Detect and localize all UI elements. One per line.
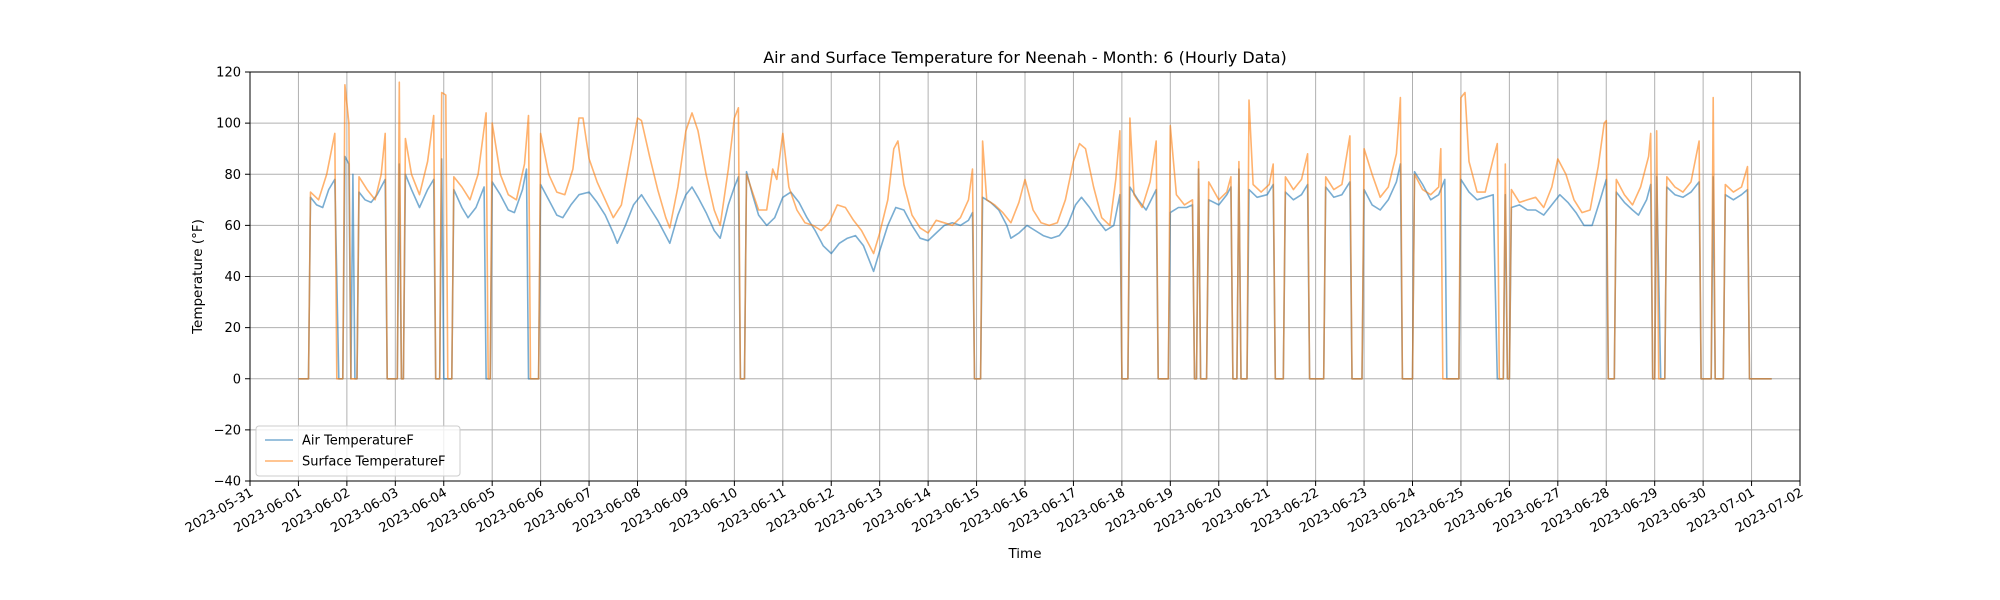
x-axis-label: Time	[1007, 546, 1041, 562]
y-tick-label: 120	[216, 66, 241, 81]
legend: Air TemperatureF Surface TemperatureF	[255, 425, 461, 477]
y-tick-label: 80	[224, 168, 241, 183]
legend-label-surface: Surface TemperatureF	[302, 455, 445, 470]
y-tick-label: 60	[224, 219, 241, 234]
series-line-surface-temperature	[298, 81, 1772, 380]
series-layer	[298, 81, 1772, 380]
y-tick-label: −20	[214, 423, 241, 438]
y-axis-label: Temperature (°F)	[190, 219, 206, 335]
y-axis: −40 −20 0 20 40 60 80 100 120	[214, 66, 250, 490]
legend-label-air: Air TemperatureF	[302, 434, 414, 449]
y-tick-label: 40	[224, 270, 241, 285]
y-tick-label: 100	[216, 117, 241, 132]
legend-box	[255, 425, 461, 477]
y-tick-label: 20	[224, 321, 241, 336]
chart-title: Air and Surface Temperature for Neenah -…	[763, 48, 1287, 67]
y-tick-label: −40	[214, 475, 241, 490]
y-tick-label: 0	[233, 372, 241, 387]
